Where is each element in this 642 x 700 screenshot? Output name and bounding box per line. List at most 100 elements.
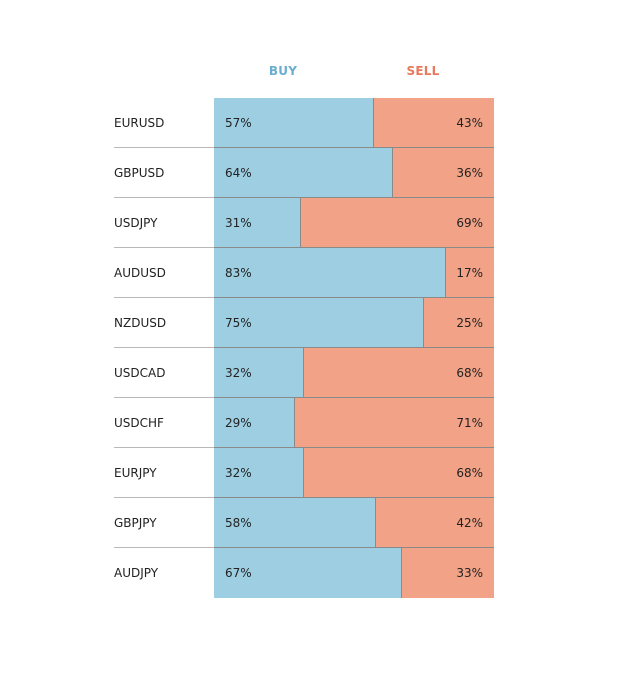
buy-bar [214, 98, 374, 148]
table-row: GBPUSD 64% 36% [114, 148, 494, 198]
sell-bar [376, 498, 494, 548]
row-divider [114, 547, 214, 548]
sentiment-bar: 31% 69% [214, 198, 494, 248]
sentiment-bar: 67% 33% [214, 548, 494, 598]
sell-percent-label: 69% [456, 216, 483, 230]
table-row: AUDUSD 83% 17% [114, 248, 494, 298]
pair-label: AUDJPY [114, 566, 159, 580]
buy-percent-label: 57% [225, 116, 252, 130]
row-divider [114, 197, 214, 198]
sentiment-bar: 75% 25% [214, 298, 494, 348]
table-row: EURJPY 32% 68% [114, 448, 494, 498]
sell-percent-label: 17% [456, 266, 483, 280]
buy-percent-label: 64% [225, 166, 252, 180]
sell-percent-label: 43% [456, 116, 483, 130]
sell-bar [402, 548, 494, 598]
table-row: USDCHF 29% 71% [114, 398, 494, 448]
segment-divider [445, 248, 446, 298]
pair-label: AUDUSD [114, 266, 166, 280]
sell-percent-label: 71% [456, 416, 483, 430]
bar-divider [214, 297, 494, 298]
buy-percent-label: 75% [225, 316, 252, 330]
buy-bar [214, 248, 446, 298]
row-divider [114, 447, 214, 448]
segment-divider [300, 198, 301, 248]
bar-divider [214, 397, 494, 398]
buy-bar [214, 198, 301, 248]
sentiment-chart: EURUSD 57% 43% GBPUSD 64% 36% USDJPY 31% 69% AUDU… [114, 98, 494, 598]
segment-divider [303, 348, 304, 398]
bar-divider [214, 447, 494, 448]
buy-bar [214, 398, 295, 448]
table-row: AUDJPY 67% 33% [114, 548, 494, 598]
bar-divider [214, 497, 494, 498]
buy-percent-label: 32% [225, 466, 252, 480]
sell-percent-label: 36% [456, 166, 483, 180]
sell-bar [446, 248, 494, 298]
pair-label: USDJPY [114, 216, 158, 230]
sentiment-bar: 29% 71% [214, 398, 494, 448]
buy-header: BUY [268, 64, 298, 78]
buy-percent-label: 32% [225, 366, 252, 380]
sentiment-bar: 58% 42% [214, 498, 494, 548]
segment-divider [373, 98, 374, 148]
pair-label: EURUSD [114, 116, 165, 130]
buy-percent-label: 58% [225, 516, 252, 530]
bar-divider [214, 347, 494, 348]
table-row: USDJPY 31% 69% [114, 198, 494, 248]
pair-label: USDCHF [114, 416, 164, 430]
buy-percent-label: 31% [225, 216, 252, 230]
buy-bar [214, 348, 304, 398]
buy-bar [214, 148, 393, 198]
table-row: USDCAD 32% 68% [114, 348, 494, 398]
sell-bar [374, 98, 494, 148]
row-divider [114, 397, 214, 398]
bar-divider [214, 247, 494, 248]
buy-bar [214, 498, 376, 548]
buy-bar [214, 548, 402, 598]
buy-percent-label: 29% [225, 416, 252, 430]
buy-bar [214, 298, 424, 348]
sell-header: SELL [406, 64, 440, 78]
row-divider [114, 147, 214, 148]
row-divider [114, 497, 214, 498]
sell-percent-label: 68% [456, 466, 483, 480]
pair-label: GBPJPY [114, 516, 157, 530]
sell-percent-label: 68% [456, 366, 483, 380]
segment-divider [375, 498, 376, 548]
sell-percent-label: 42% [456, 516, 483, 530]
segment-divider [303, 448, 304, 498]
row-divider [114, 247, 214, 248]
sell-bar [393, 148, 494, 198]
sell-bar [304, 448, 494, 498]
chart-header: BUY SELL [214, 64, 494, 84]
row-divider [114, 347, 214, 348]
sell-bar [304, 348, 494, 398]
sentiment-bar: 64% 36% [214, 148, 494, 198]
segment-divider [392, 148, 393, 198]
sell-percent-label: 33% [456, 566, 483, 580]
segment-divider [401, 548, 402, 598]
segment-divider [423, 298, 424, 348]
table-row: EURUSD 57% 43% [114, 98, 494, 148]
buy-percent-label: 83% [225, 266, 252, 280]
sentiment-bar: 83% 17% [214, 248, 494, 298]
sentiment-bar: 32% 68% [214, 348, 494, 398]
table-row: GBPJPY 58% 42% [114, 498, 494, 548]
pair-label: NZDUSD [114, 316, 167, 330]
buy-bar [214, 448, 304, 498]
sell-bar [301, 198, 494, 248]
bar-divider [214, 147, 494, 148]
segment-divider [294, 398, 295, 448]
row-divider [114, 297, 214, 298]
table-row: NZDUSD 75% 25% [114, 298, 494, 348]
bar-divider [214, 547, 494, 548]
sell-bar [424, 298, 494, 348]
bar-divider [214, 197, 494, 198]
sell-percent-label: 25% [456, 316, 483, 330]
pair-label: USDCAD [114, 366, 166, 380]
sentiment-bar: 32% 68% [214, 448, 494, 498]
pair-label: GBPUSD [114, 166, 165, 180]
sentiment-bar: 57% 43% [214, 98, 494, 148]
sell-bar [295, 398, 494, 448]
